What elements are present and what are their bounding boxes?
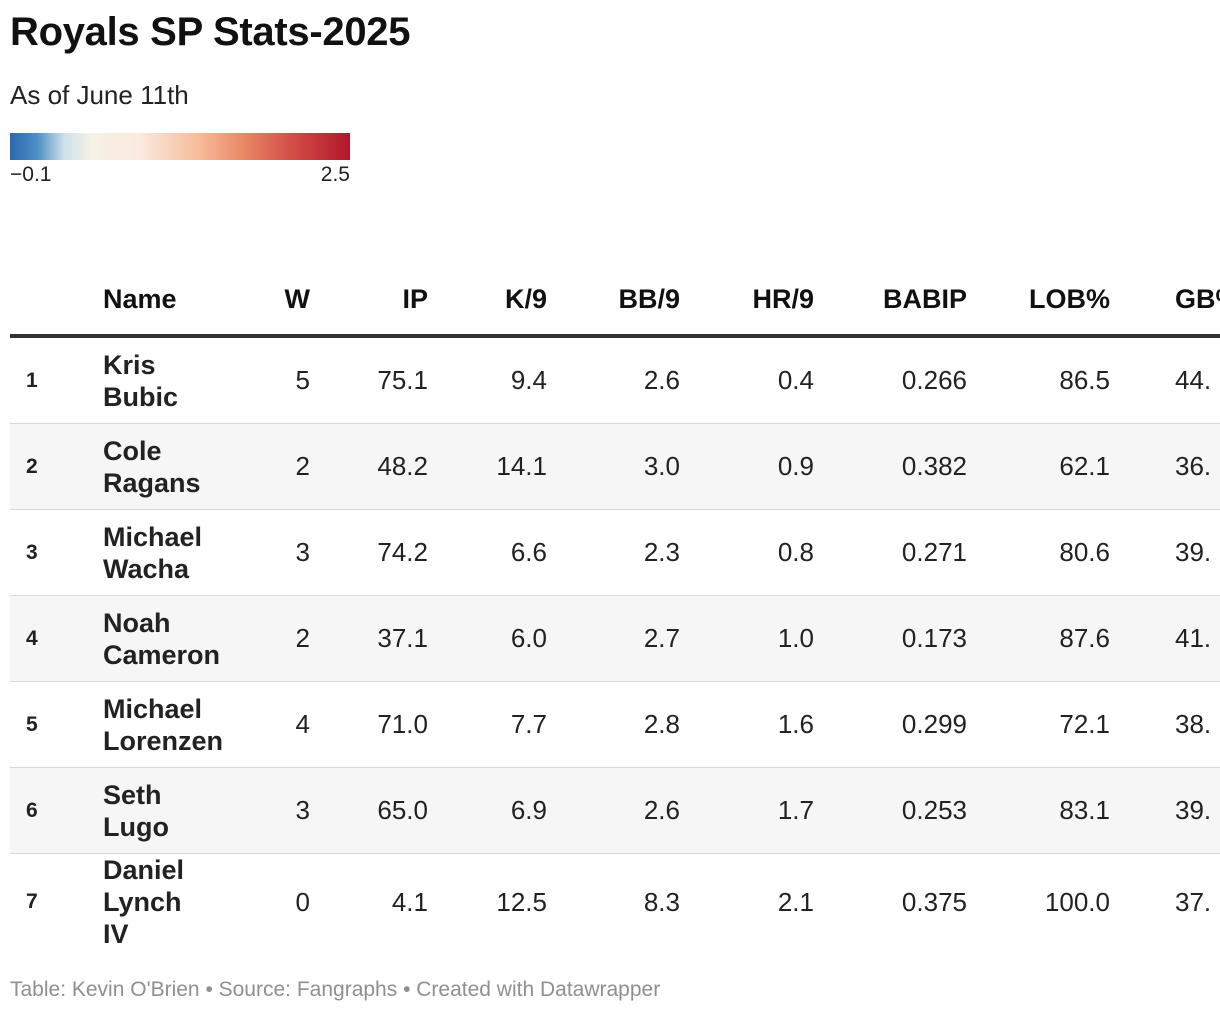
name-cell: Kris Bubic [103,336,220,424]
bb9-cell: 2.7 [547,595,680,682]
ip-cell: 71.0 [310,681,428,768]
rank-cell: 5 [10,681,103,768]
chart-title: Royals SP Stats-2025 [10,10,411,54]
stats-table: Name W IP K/9 BB/9 HR/9 BABIP LOB% GB% 1… [10,264,1220,950]
legend-labels: −0.1 2.5 [10,160,350,186]
legend-gradient-bar [10,133,350,160]
lob-cell: 87.6 [967,595,1110,682]
gb-cell: 39. [1110,509,1220,596]
bb9-cell: 2.3 [547,509,680,596]
lob-cell: 86.5 [967,336,1110,424]
hr9-cell: 0.9 [680,423,814,510]
hr9-cell: 1.0 [680,595,814,682]
table-body: 1 Kris Bubic 5 75.1 9.4 2.6 0.4 0.266 86.5 44. 2 Co… [10,336,1220,950]
name-cell: Michael Lorenzen [103,681,223,768]
header-lob[interactable]: LOB% [967,264,1110,338]
babip-cell: 0.266 [814,336,967,424]
gb-cell: 38. [1110,681,1220,768]
k9-cell: 14.1 [428,423,547,510]
lob-cell: 72.1 [967,681,1110,768]
lob-cell: 80.6 [967,509,1110,596]
babip-cell: 0.253 [814,767,967,854]
k9-cell: 6.9 [428,767,547,854]
header-w[interactable]: W [220,264,310,338]
table-row: 5 Michael Lorenzen 4 71.0 7.7 2.8 1.6 0.299 72.1… [10,681,1220,768]
w-cell: 2 [220,423,310,510]
bb9-cell: 2.6 [547,767,680,854]
table-row: 1 Kris Bubic 5 75.1 9.4 2.6 0.4 0.266 86.5 44. [10,336,1220,424]
ip-cell: 65.0 [310,767,428,854]
w-cell: 0 [295,886,310,917]
ip-cell: 48.2 [310,423,428,510]
w-cell: 3 [220,767,310,854]
gb-cell: 44. [1110,336,1220,424]
header-babip[interactable]: BABIP [814,264,967,338]
k9-cell: 12.5 [496,886,547,917]
table-header-row: Name W IP K/9 BB/9 HR/9 BABIP LOB% GB% [10,264,1220,338]
legend-min-label: −0.1 [10,163,52,186]
header-gb[interactable]: GB% [1110,264,1220,338]
ip-cell: 4.1 [391,886,428,917]
rank-cell: 1 [10,336,103,424]
ip-cell: 74.2 [310,509,428,596]
k9-cell: 7.7 [428,681,547,768]
header-name[interactable]: Name [103,264,220,338]
header-bb9[interactable]: BB/9 [547,264,680,338]
gb-cell: 37. [1175,886,1212,917]
bb9-cell: 3.0 [547,423,680,510]
babip-cell: 0.173 [814,595,967,682]
gb-cell: 36. [1110,423,1220,510]
header-rank[interactable] [10,264,103,338]
babip-cell: 0.299 [814,681,967,768]
ip-cell: 37.1 [310,595,428,682]
table-row: 3 Michael Wacha 3 74.2 6.6 2.3 0.8 0.271 80.6 39. [10,509,1220,596]
lob-cell: 62.1 [967,423,1110,510]
bb9-cell: 8.3 [643,886,680,917]
header-hr9[interactable]: HR/9 [680,264,814,338]
table-row: 6 Seth Lugo 3 65.0 6.9 2.6 1.7 0.253 83.1 39. [10,767,1220,854]
babip-cell: 0.375 [901,886,967,917]
k9-cell: 6.6 [428,509,547,596]
table-row: 7 Daniel Lynch IV 0 4.1 12.5 8.3 2.1 0.375 100.0… [10,854,1220,951]
rank-cell: 4 [10,595,103,682]
k9-cell: 6.0 [428,595,547,682]
lob-cell: 83.1 [967,767,1110,854]
babip-cell: 0.382 [814,423,967,510]
k9-cell: 9.4 [428,336,547,424]
name-cell: Michael Wacha [103,509,220,596]
header-ip[interactable]: IP [310,264,428,338]
rank-cell: 2 [10,423,103,510]
header-k9[interactable]: K/9 [428,264,547,338]
rank-cell: 7 [26,890,38,913]
ip-cell: 75.1 [310,336,428,424]
gb-cell: 41. [1110,595,1220,682]
color-legend: −0.1 2.5 [10,133,350,186]
w-cell: 3 [220,509,310,596]
lob-cell: 100.0 [1044,886,1110,917]
hr9-cell: 0.8 [680,509,814,596]
w-cell: 2 [220,595,310,682]
chart-subtitle: As of June 11th [10,80,189,110]
name-cell: Cole Ragans [103,423,220,510]
w-cell: 5 [220,336,310,424]
rank-cell: 3 [10,509,103,596]
name-cell: Noah Cameron [103,595,220,682]
babip-cell: 0.271 [814,509,967,596]
bb9-cell: 2.8 [547,681,680,768]
table-row: 4 Noah Cameron 2 37.1 6.0 2.7 1.0 0.173 87.6 41. [10,595,1220,682]
hr9-cell: 1.7 [680,767,814,854]
rank-cell: 6 [10,767,103,854]
chart-footer: Table: Kevin O'Brien • Source: Fangraphs… [10,978,661,1001]
hr9-cell: 0.4 [680,336,814,424]
table-row: 2 Cole Ragans 2 48.2 14.1 3.0 0.9 0.382 62.1 36. [10,423,1220,510]
name-cell: Daniel Lynch IV [103,855,185,949]
w-cell: 4 [220,681,310,768]
hr9-cell: 2.1 [777,886,814,917]
name-cell: Seth Lugo [103,767,220,854]
bb9-cell: 2.6 [547,336,680,424]
gb-cell: 39. [1110,767,1220,854]
legend-max-label: 2.5 [320,163,350,186]
hr9-cell: 1.6 [680,681,814,768]
